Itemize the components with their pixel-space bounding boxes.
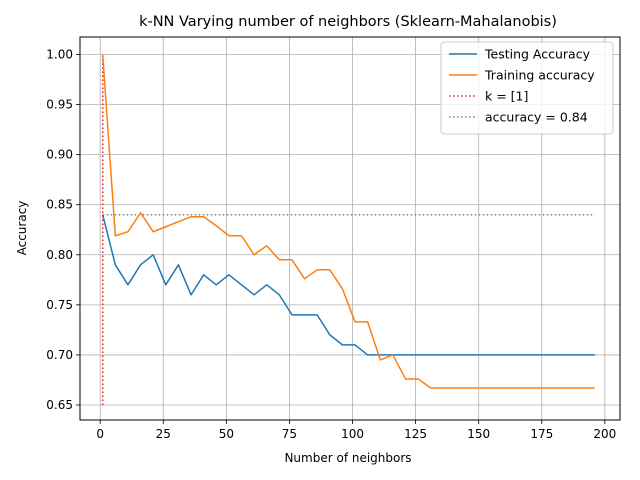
- y-tick-label: 0.85: [46, 198, 73, 212]
- chart-title: k-NN Varying number of neighbors (Sklear…: [139, 14, 557, 30]
- x-tick-label: 75: [282, 427, 297, 441]
- legend-label: accuracy = 0.84: [485, 110, 588, 125]
- x-tick-label: 200: [593, 427, 616, 441]
- x-tick-label: 25: [156, 427, 171, 441]
- x-tick-label: 0: [96, 427, 104, 441]
- x-tick-label: 125: [404, 427, 427, 441]
- x-tick-label: 50: [219, 427, 234, 441]
- y-axis-label: Accuracy: [15, 201, 29, 256]
- y-tick-label: 0.95: [46, 98, 73, 112]
- legend-label: k = [1]: [485, 89, 528, 104]
- x-tick-label: 175: [530, 427, 553, 441]
- plot-frame: [79, 36, 621, 421]
- legend-box: [440, 41, 614, 135]
- grid: [80, 37, 620, 420]
- legend-label: Testing Accuracy: [484, 47, 591, 62]
- y-tick-label: 0.65: [46, 398, 73, 412]
- y-tick-label: 0.80: [46, 248, 73, 262]
- y-axis-ticks: 0.65 0.70 0.75 0.80 0.85 0.90 0.95 1.00: [46, 48, 80, 412]
- y-tick-label: 0.70: [46, 348, 73, 362]
- y-tick-label: 0.75: [46, 298, 73, 312]
- x-axis-label: Number of neighbors: [284, 451, 411, 465]
- series-line-1: [101, 54, 595, 389]
- series-line-0: [101, 214, 595, 356]
- legend-label: Training accuracy: [484, 68, 595, 83]
- y-tick-label: 0.90: [46, 148, 73, 162]
- x-axis-ticks: 0 25 50 75 100 125 150 175 200: [96, 420, 616, 441]
- y-tick-label: 1.00: [46, 48, 73, 62]
- series-layer: [101, 54, 595, 405]
- legend: Testing Accuracy Training accuracy k = [1]…: [440, 41, 614, 135]
- x-tick-label: 150: [467, 427, 490, 441]
- x-tick-label: 100: [341, 427, 364, 441]
